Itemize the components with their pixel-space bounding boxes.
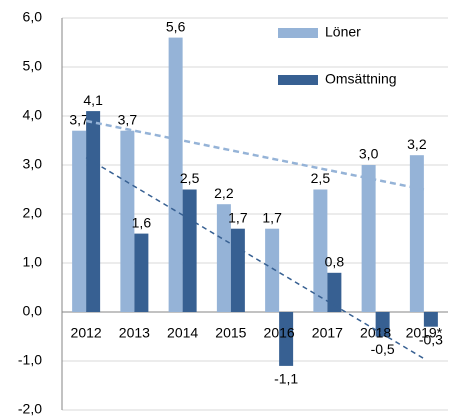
x-tick-label: 2014 xyxy=(167,325,198,341)
data-label: 2,2 xyxy=(214,185,234,201)
data-label: 1,7 xyxy=(262,209,282,225)
bar xyxy=(120,130,135,312)
bar xyxy=(279,312,294,366)
data-label: 5,6 xyxy=(166,18,186,34)
x-tick-label: 2018 xyxy=(360,325,391,341)
y-tick-label: 1,0 xyxy=(23,254,43,270)
legend-label: Löner xyxy=(325,24,361,40)
y-tick-label: 5,0 xyxy=(23,58,43,74)
bar xyxy=(313,189,328,312)
bar xyxy=(265,228,280,312)
data-label: 1,6 xyxy=(132,214,152,230)
data-label: 3,2 xyxy=(407,136,427,152)
bar xyxy=(423,312,438,327)
data-label: 3,7 xyxy=(118,111,138,127)
data-label: 0,8 xyxy=(325,254,345,270)
data-label: -0,3 xyxy=(419,331,443,347)
bar xyxy=(361,165,376,312)
bar xyxy=(375,312,390,337)
bar xyxy=(327,272,342,312)
bar xyxy=(409,155,424,312)
bar xyxy=(230,228,245,312)
x-tick-label: 2016 xyxy=(264,325,295,341)
y-tick-label: -2,0 xyxy=(18,401,42,416)
y-tick-label: 3,0 xyxy=(23,156,43,172)
data-label: 1,7 xyxy=(228,209,248,225)
bar xyxy=(216,204,231,312)
y-tick-label: -1,0 xyxy=(18,352,42,368)
bar xyxy=(182,189,197,312)
legend-swatch xyxy=(278,75,318,85)
x-tick-label: 2012 xyxy=(71,325,102,341)
legend-swatch xyxy=(278,28,318,38)
y-tick-label: 0,0 xyxy=(23,303,43,319)
trend-line xyxy=(85,119,425,191)
y-tick-label: 6,0 xyxy=(23,9,43,25)
bar xyxy=(168,37,183,312)
bar xyxy=(86,111,101,312)
data-label: 4,1 xyxy=(83,92,103,108)
x-tick-label: 2019* xyxy=(406,325,443,341)
bar xyxy=(72,130,87,312)
x-tick-label: 2017 xyxy=(312,325,343,341)
data-label: 3,0 xyxy=(359,146,379,162)
data-label: 3,7 xyxy=(69,111,89,127)
bar xyxy=(134,233,149,312)
x-tick-label: 2013 xyxy=(119,325,150,341)
legend-label: Omsättning xyxy=(325,71,397,87)
y-tick-label: 4,0 xyxy=(23,107,43,123)
x-tick-label: 2015 xyxy=(215,325,246,341)
data-label: 2,5 xyxy=(311,170,331,186)
data-label: -0,5 xyxy=(371,341,395,357)
trend-line xyxy=(85,157,425,360)
data-label: 2,5 xyxy=(180,170,200,186)
y-tick-label: 2,0 xyxy=(23,205,43,221)
data-label: -1,1 xyxy=(274,371,298,387)
